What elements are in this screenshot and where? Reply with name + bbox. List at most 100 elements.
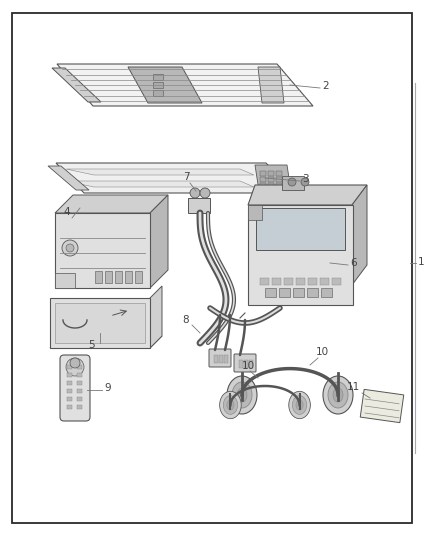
Polygon shape: [360, 389, 404, 423]
Polygon shape: [66, 169, 254, 175]
Bar: [153, 90, 163, 96]
Text: 2: 2: [322, 81, 328, 91]
Text: 8: 8: [183, 315, 189, 325]
Bar: [67, 389, 72, 393]
Text: 7: 7: [183, 172, 189, 182]
Bar: [265, 288, 276, 297]
Bar: [214, 355, 218, 363]
Circle shape: [301, 178, 309, 186]
Polygon shape: [150, 195, 168, 288]
Polygon shape: [150, 286, 162, 348]
Polygon shape: [352, 185, 367, 285]
Bar: [224, 355, 228, 363]
Text: 10: 10: [242, 361, 255, 371]
Text: 9: 9: [104, 383, 111, 393]
Bar: [276, 177, 282, 182]
Text: 3: 3: [302, 174, 309, 184]
Circle shape: [200, 188, 210, 198]
Bar: [188, 198, 210, 213]
Text: 10: 10: [316, 347, 329, 357]
Text: 6: 6: [350, 258, 357, 268]
Ellipse shape: [232, 382, 252, 408]
Circle shape: [62, 240, 78, 256]
Polygon shape: [255, 165, 291, 191]
Bar: [77, 389, 82, 393]
Text: 1: 1: [418, 257, 424, 267]
Bar: [256, 208, 345, 250]
Polygon shape: [48, 166, 89, 190]
Circle shape: [66, 244, 74, 252]
Ellipse shape: [237, 388, 247, 402]
Circle shape: [288, 178, 296, 186]
Bar: [260, 171, 266, 176]
Bar: [260, 177, 266, 182]
Bar: [77, 405, 82, 409]
Ellipse shape: [227, 376, 257, 414]
Text: 11: 11: [347, 382, 360, 392]
Bar: [67, 365, 72, 369]
Bar: [135, 271, 142, 283]
Bar: [239, 360, 243, 368]
Bar: [105, 271, 112, 283]
Bar: [249, 360, 253, 368]
Ellipse shape: [223, 395, 238, 414]
Bar: [115, 271, 122, 283]
Bar: [296, 278, 305, 285]
Bar: [95, 271, 102, 283]
Polygon shape: [56, 163, 294, 193]
Ellipse shape: [296, 400, 303, 410]
Bar: [67, 381, 72, 385]
Circle shape: [190, 188, 200, 198]
Ellipse shape: [219, 391, 241, 419]
Bar: [125, 271, 132, 283]
Polygon shape: [52, 68, 101, 102]
Bar: [77, 373, 82, 377]
Bar: [268, 171, 274, 176]
Bar: [77, 381, 82, 385]
Bar: [260, 278, 269, 285]
Polygon shape: [66, 181, 254, 187]
Text: 5: 5: [88, 340, 95, 350]
Bar: [260, 183, 266, 188]
Polygon shape: [128, 67, 202, 103]
Polygon shape: [248, 185, 367, 205]
Ellipse shape: [333, 388, 343, 402]
Ellipse shape: [323, 376, 353, 414]
Bar: [321, 288, 332, 297]
FancyBboxPatch shape: [209, 349, 231, 367]
Bar: [268, 183, 274, 188]
Bar: [244, 360, 248, 368]
Circle shape: [70, 358, 80, 368]
Bar: [153, 74, 163, 80]
Bar: [282, 176, 304, 190]
Bar: [55, 273, 75, 288]
Ellipse shape: [292, 395, 307, 414]
FancyBboxPatch shape: [60, 355, 90, 421]
Ellipse shape: [328, 382, 348, 408]
Bar: [284, 278, 293, 285]
Bar: [276, 171, 282, 176]
Bar: [219, 355, 223, 363]
Bar: [276, 183, 282, 188]
Bar: [332, 278, 341, 285]
Bar: [272, 278, 281, 285]
Bar: [320, 278, 329, 285]
Bar: [67, 397, 72, 401]
Bar: [55, 213, 150, 288]
Polygon shape: [258, 67, 284, 103]
Text: 4: 4: [64, 207, 70, 217]
Bar: [293, 288, 304, 297]
Bar: [268, 177, 274, 182]
Polygon shape: [55, 195, 168, 213]
Bar: [307, 288, 318, 297]
Bar: [77, 365, 82, 369]
FancyBboxPatch shape: [234, 354, 256, 372]
Bar: [50, 298, 150, 348]
Bar: [248, 205, 353, 305]
Bar: [248, 205, 262, 220]
Bar: [279, 288, 290, 297]
Bar: [67, 405, 72, 409]
Bar: [308, 278, 317, 285]
Polygon shape: [50, 336, 162, 348]
Bar: [153, 82, 163, 88]
